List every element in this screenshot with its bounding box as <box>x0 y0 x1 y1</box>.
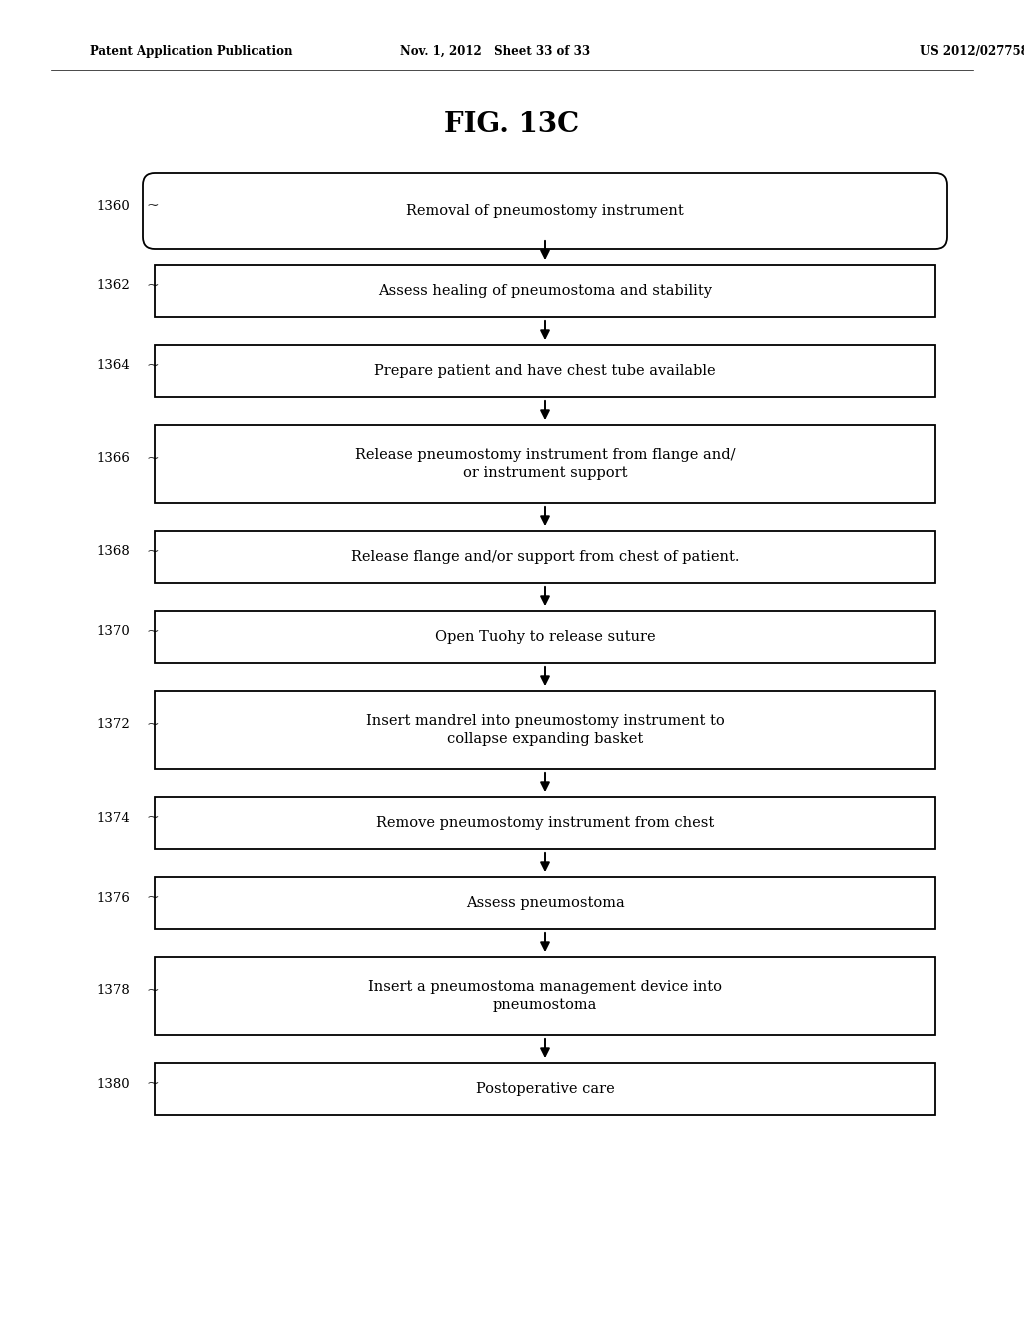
Bar <box>155 611 935 663</box>
Text: Prepare patient and have chest tube available: Prepare patient and have chest tube avai… <box>374 364 716 378</box>
Text: 1378: 1378 <box>96 985 130 998</box>
Text: ~: ~ <box>146 718 159 733</box>
Text: Removal of pneumostomy instrument: Removal of pneumostomy instrument <box>407 205 684 218</box>
Text: ~: ~ <box>146 199 159 213</box>
Text: 1380: 1380 <box>96 1077 130 1090</box>
Text: ~: ~ <box>146 624 159 639</box>
Text: Assess healing of pneumostoma and stability: Assess healing of pneumostoma and stabil… <box>378 284 712 298</box>
Text: 1366: 1366 <box>96 453 130 466</box>
Text: 1376: 1376 <box>96 891 130 904</box>
Text: ~: ~ <box>146 891 159 906</box>
Text: Assess pneumostoma: Assess pneumostoma <box>466 896 625 909</box>
Text: ~: ~ <box>146 359 159 374</box>
Text: ~: ~ <box>146 279 159 293</box>
Text: Insert a pneumostoma management device into
pneumostoma: Insert a pneumostoma management device i… <box>368 979 722 1012</box>
Text: Nov. 1, 2012   Sheet 33 of 33: Nov. 1, 2012 Sheet 33 of 33 <box>400 45 590 58</box>
Text: 1374: 1374 <box>96 812 130 825</box>
Text: 1370: 1370 <box>96 626 130 639</box>
Bar <box>155 797 935 849</box>
Bar <box>155 1063 935 1115</box>
Bar <box>155 425 935 503</box>
Text: 1360: 1360 <box>96 199 130 213</box>
Text: Open Tuohy to release suture: Open Tuohy to release suture <box>434 630 655 644</box>
Text: 1368: 1368 <box>96 545 130 558</box>
Bar <box>155 957 935 1035</box>
Text: Release pneumostomy instrument from flange and/
or instrument support: Release pneumostomy instrument from flan… <box>354 447 735 480</box>
Text: 1364: 1364 <box>96 359 130 372</box>
Text: FIG. 13C: FIG. 13C <box>444 111 580 139</box>
Text: ~: ~ <box>146 451 159 466</box>
Text: ~: ~ <box>146 545 159 558</box>
Text: ~: ~ <box>146 983 159 998</box>
Text: ~: ~ <box>146 1077 159 1092</box>
Bar <box>155 345 935 397</box>
Text: Insert mandrel into pneumostomy instrument to
collapse expanding basket: Insert mandrel into pneumostomy instrume… <box>366 714 724 746</box>
Text: 1362: 1362 <box>96 280 130 293</box>
Bar <box>155 690 935 770</box>
Text: Patent Application Publication: Patent Application Publication <box>90 45 293 58</box>
Text: Postoperative care: Postoperative care <box>475 1082 614 1096</box>
Bar <box>155 876 935 929</box>
Text: Remove pneumostomy instrument from chest: Remove pneumostomy instrument from chest <box>376 816 714 830</box>
Text: 1372: 1372 <box>96 718 130 731</box>
Text: ~: ~ <box>146 810 159 825</box>
Text: US 2012/0277584 A1: US 2012/0277584 A1 <box>920 45 1024 58</box>
Text: Release flange and/or support from chest of patient.: Release flange and/or support from chest… <box>351 550 739 564</box>
Bar <box>155 531 935 583</box>
Bar <box>155 265 935 317</box>
FancyBboxPatch shape <box>143 173 947 249</box>
